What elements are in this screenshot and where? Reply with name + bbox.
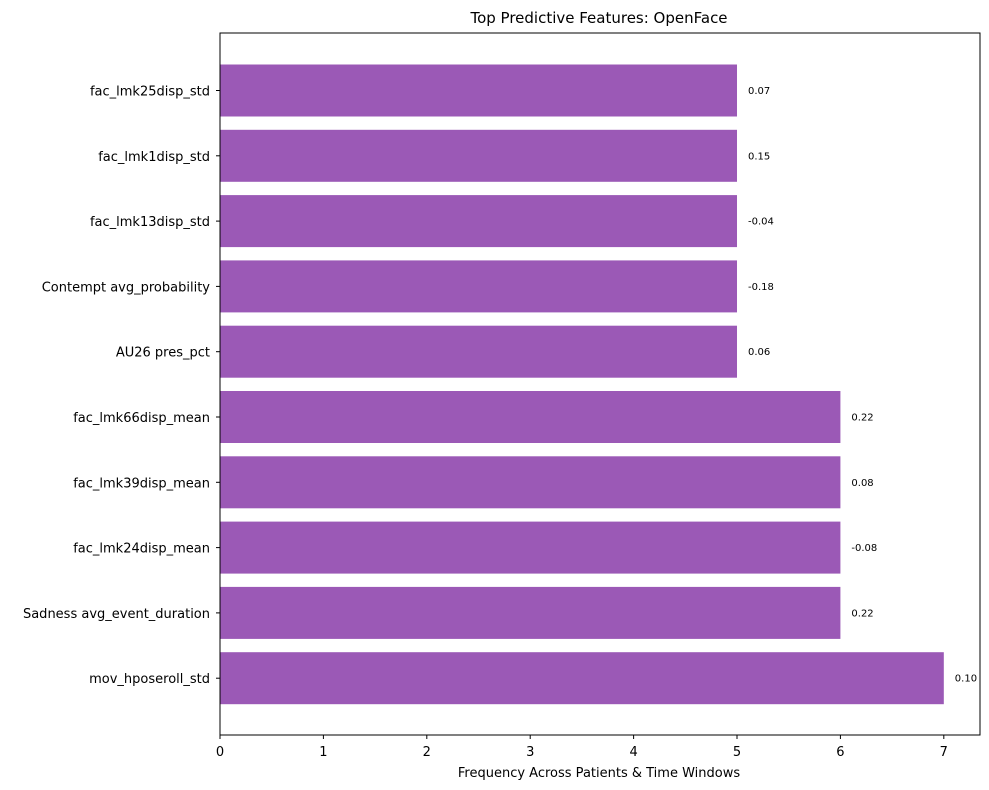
y-tick-label: AU26 pres_pct xyxy=(116,346,210,361)
y-tick-labels: fac_lmk25disp_std fac_lmk1disp_std fac_lmk… xyxy=(23,85,220,687)
x-tick-label: 3 xyxy=(526,745,534,760)
y-tick-label: fac_lmk66disp_mean xyxy=(73,411,210,426)
x-tick-label: 6 xyxy=(836,745,844,760)
y-tick-label: mov_hposeroll_std xyxy=(89,672,210,687)
chart-title: Top Predictive Features: OpenFace xyxy=(469,9,727,27)
bar xyxy=(220,195,738,248)
y-tick-label: fac_lmk1disp_std xyxy=(98,150,210,165)
bar-data-label: 0.10 xyxy=(955,674,977,685)
bar xyxy=(220,325,738,378)
x-tick-label: 4 xyxy=(629,745,637,760)
y-tick-label: fac_lmk13disp_std xyxy=(90,215,210,230)
x-axis: 0 1 2 3 4 5 6 7 xyxy=(216,735,948,760)
bar-data-label: -0.08 xyxy=(851,543,877,554)
bars-group: 0.07 0.15 -0.04 -0.18 0.06 0.22 0.08 -0.08 0.22 0… xyxy=(220,64,977,705)
x-tick-label: 5 xyxy=(733,745,741,760)
y-tick-label: Contempt avg_probability xyxy=(42,280,211,295)
x-axis-title: Frequency Across Patients & Time Windows xyxy=(458,766,740,781)
bar xyxy=(220,64,738,117)
bar xyxy=(220,391,841,443)
y-tick-label: fac_lmk24disp_mean xyxy=(73,542,210,557)
bar-data-label: -0.18 xyxy=(748,282,774,293)
bar-data-label: 0.07 xyxy=(748,86,770,97)
y-tick-label: fac_lmk25disp_std xyxy=(90,85,210,100)
bar-data-label: 0.08 xyxy=(851,478,873,489)
x-tick-label: 2 xyxy=(423,745,431,760)
bar xyxy=(220,521,841,574)
x-tick-label: 1 xyxy=(319,745,327,760)
x-tick-label: 0 xyxy=(216,745,224,760)
bar-data-label: 0.22 xyxy=(851,413,873,424)
bar xyxy=(220,260,738,313)
bar-data-label: 0.22 xyxy=(851,608,873,619)
bar xyxy=(220,652,944,705)
bar xyxy=(220,456,841,509)
bar-data-label: -0.04 xyxy=(748,217,774,228)
bar xyxy=(220,586,841,639)
y-tick-label: fac_lmk39disp_mean xyxy=(73,476,210,491)
bar-data-label: 0.15 xyxy=(748,151,770,162)
bar-data-label: 0.06 xyxy=(748,347,770,358)
y-tick-label: Sadness avg_event_duration xyxy=(23,607,210,622)
x-tick-label: 7 xyxy=(940,745,948,760)
plot-frame xyxy=(219,32,981,736)
bar xyxy=(220,129,738,182)
